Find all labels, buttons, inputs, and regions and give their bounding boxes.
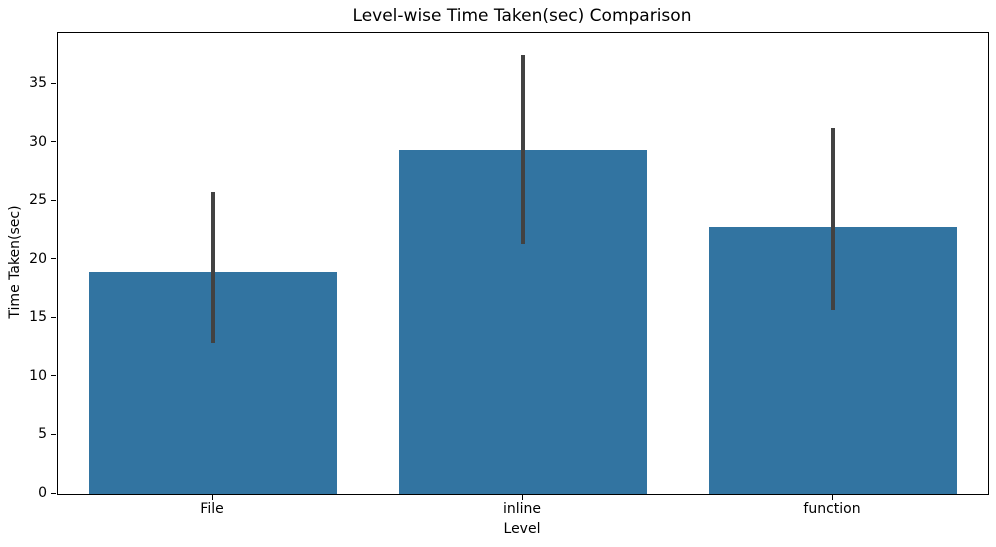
plot-area	[57, 32, 989, 495]
y-axis-label: Time Taken(sec)	[7, 205, 23, 319]
x-tick-label-File: File	[200, 501, 224, 517]
x-tick-label-inline: inline	[502, 501, 542, 517]
x-tick-mark	[521, 495, 523, 500]
y-tick-label: 30	[29, 133, 47, 150]
y-tick-label: 10	[29, 367, 47, 384]
y-tick-mark	[51, 82, 56, 84]
y-tick-mark	[51, 375, 56, 377]
x-tick-mark	[831, 495, 833, 500]
error-bar-function	[831, 127, 835, 311]
x-tick-mark	[211, 495, 213, 500]
y-tick-label: 0	[38, 485, 47, 501]
y-tick-mark	[51, 492, 56, 494]
chart-title: Level-wise Time Taken(sec) Comparison	[352, 6, 692, 26]
x-axis-label: Level	[503, 521, 541, 537]
y-tick-label: 25	[29, 192, 47, 209]
error-bar-File	[211, 192, 215, 344]
y-tick-mark	[51, 141, 56, 143]
y-tick-label: 35	[29, 75, 47, 92]
error-bar-inline	[521, 55, 525, 244]
y-tick-mark	[51, 433, 56, 435]
y-tick-label: 20	[29, 250, 47, 267]
x-tick-label-function: function	[803, 501, 861, 517]
y-tick-label: 5	[38, 426, 47, 443]
y-tick-mark	[51, 258, 56, 260]
y-tick-label: 15	[29, 309, 47, 326]
y-tick-mark	[51, 199, 56, 201]
y-tick-mark	[51, 316, 56, 318]
